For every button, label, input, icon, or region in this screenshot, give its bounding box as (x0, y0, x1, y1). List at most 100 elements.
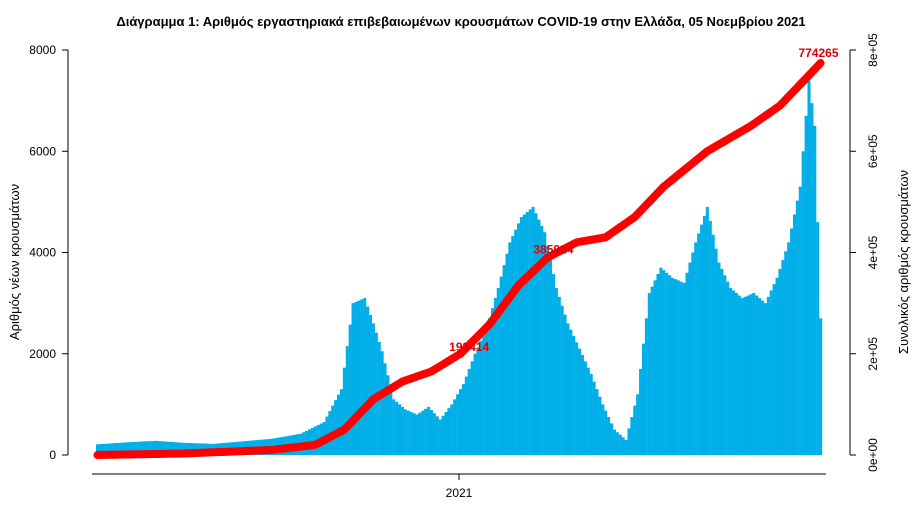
bar (482, 334, 486, 455)
bar (801, 151, 805, 455)
bar (508, 242, 512, 456)
bar (464, 376, 468, 455)
bar (787, 242, 791, 456)
bar-series (96, 80, 823, 456)
bar (331, 405, 335, 455)
bar (174, 442, 178, 455)
bar (746, 295, 750, 455)
bar (429, 410, 434, 455)
annotation-label: 385924 (533, 243, 573, 257)
bar (711, 234, 715, 455)
bar (171, 442, 175, 455)
bar (450, 404, 454, 456)
bar (490, 308, 494, 455)
bar (130, 442, 134, 455)
y-axis-left: 0 2000 4000 6000 8000 (29, 43, 69, 462)
bar (496, 287, 500, 455)
bar (688, 262, 692, 456)
bar (502, 265, 506, 455)
bar (566, 323, 570, 456)
bar (186, 442, 190, 455)
bar (522, 214, 526, 455)
bar (180, 442, 184, 455)
bar (665, 272, 669, 455)
bar (758, 298, 762, 455)
bar (386, 375, 390, 455)
y-tick-label: 6000 (29, 144, 56, 158)
bar (720, 268, 724, 455)
y2-tick-label: 6e+05 (866, 134, 880, 168)
x-tick-label: 2021 (446, 486, 473, 500)
bar (607, 417, 611, 455)
bar (708, 220, 712, 455)
bar (740, 298, 744, 455)
bar (580, 355, 585, 455)
bar (156, 441, 161, 455)
bar (679, 281, 683, 455)
bar (366, 306, 370, 455)
bar (702, 215, 706, 455)
bar (177, 442, 181, 455)
chart-title: Διάγραμμα 1: Αριθμός εργαστηριακά επιβεβ… (116, 14, 805, 29)
bar (691, 252, 695, 455)
bar (749, 294, 753, 455)
bar (610, 423, 614, 455)
bar (485, 328, 489, 455)
bar (456, 394, 460, 455)
bar (592, 381, 596, 455)
bar (389, 387, 393, 455)
bar (627, 428, 631, 455)
bar (191, 443, 195, 455)
bar (136, 441, 140, 455)
bar (662, 270, 666, 455)
bar (752, 293, 756, 455)
bar (467, 368, 471, 455)
annotations: 193414 385924 774265 (449, 46, 839, 354)
bar (383, 363, 387, 455)
bar (183, 442, 187, 455)
bar (400, 406, 404, 455)
bar (525, 212, 529, 455)
bar (769, 290, 773, 455)
bar (438, 419, 442, 455)
bar (473, 353, 477, 455)
bar (363, 298, 367, 455)
bar (415, 414, 419, 455)
bar (119, 442, 123, 455)
bar (479, 341, 483, 455)
bar (409, 411, 413, 455)
bar (101, 443, 105, 455)
y-tick-label: 2000 (29, 347, 56, 361)
bar (435, 416, 439, 455)
bar (694, 242, 698, 456)
bar (595, 389, 599, 455)
bar (96, 444, 100, 455)
bar (743, 296, 747, 455)
bar (116, 442, 120, 455)
bar (534, 213, 538, 455)
bar (345, 346, 349, 455)
y2-tick-label: 4e+05 (866, 235, 880, 269)
annotation-label: 193414 (449, 340, 489, 354)
bar (790, 228, 794, 455)
bar (432, 413, 436, 455)
bar (726, 281, 730, 455)
bar (371, 323, 375, 456)
bar (734, 293, 738, 455)
bar (113, 443, 117, 455)
bar (650, 286, 654, 455)
bar (125, 442, 129, 455)
bar (339, 389, 343, 455)
y-tick-label: 4000 (29, 246, 56, 260)
y-tick-label: 0 (49, 448, 56, 462)
bar (647, 293, 651, 455)
bar (601, 404, 605, 456)
bar (624, 439, 628, 455)
bar (578, 348, 582, 455)
bar (354, 301, 358, 455)
bar (761, 300, 765, 455)
bar (641, 343, 645, 456)
bar (493, 298, 497, 455)
cumulative-series (93, 59, 825, 459)
bar (540, 225, 544, 455)
